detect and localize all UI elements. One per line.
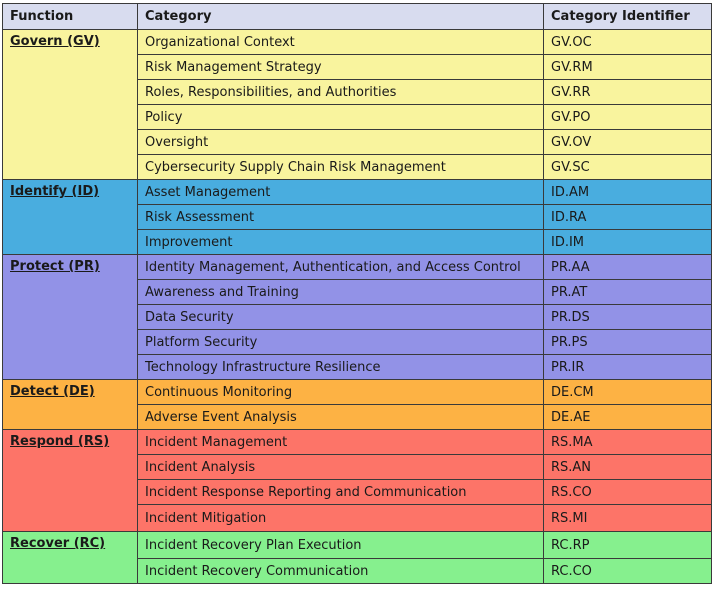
table-row: Incident Analysis RS.AN [3,454,712,480]
category-cell: Data Security [137,304,544,330]
table-row: Technology Infrastructure Resilience PR.… [3,354,712,380]
category-cell: Continuous Monitoring [137,379,544,405]
table-row: Incident Recovery Communication RC.CO [3,558,712,584]
identifier-cell: RS.AN [543,454,712,480]
table-row: Protect (PR) Identity Management, Authen… [2,254,712,380]
csf-functions-table: Function Category Category Identifier Go… [2,3,712,584]
identifier-cell: PR.IR [543,354,712,380]
identifier-cell: RC.CO [543,558,712,584]
table-row: Adverse Event Analysis DE.AE [3,404,712,430]
table-row: Oversight GV.OV [3,129,712,155]
identifier-cell: DE.CM [543,379,712,405]
identifier-cell: ID.RA [543,204,712,230]
category-cell: Incident Mitigation [137,504,544,532]
table-row: Awareness and Training PR.AT [3,279,712,305]
category-cell: Adverse Event Analysis [137,404,544,430]
category-cell: Identity Management, Authentication, and… [137,254,544,280]
identifier-cell: GV.RM [543,54,712,80]
table-row: Policy GV.PO [3,104,712,130]
table-row: Identify (ID) Asset Management ID.AM [2,179,712,255]
category-cell: Roles, Responsibilities, and Authorities [137,79,544,105]
category-cell: Awareness and Training [137,279,544,305]
table-row: Cybersecurity Supply Chain Risk Manageme… [3,154,712,180]
identifier-cell: DE.AE [543,404,712,430]
category-cell: Risk Management Strategy [137,54,544,80]
table-row: Detect (DE) Continuous Monitoring DE.CM [2,379,712,430]
category-column-header: Category [137,3,544,30]
function-detect: Detect (DE) [2,379,138,430]
identifier-cell: RS.MI [543,504,712,532]
function-respond: Respond (RS) [2,429,138,532]
identifier-cell: GV.PO [543,104,712,130]
table-row: Incident Response Reporting and Communic… [3,479,712,505]
identifier-cell: PR.DS [543,304,712,330]
table-row: Recover (RC) Incident Recovery Plan Exec… [2,531,712,584]
table-row: Incident Mitigation RS.MI [3,504,712,532]
function-protect: Protect (PR) [2,254,138,380]
category-cell: Incident Response Reporting and Communic… [137,479,544,505]
identifier-cell: GV.OC [543,29,712,55]
category-cell: Incident Recovery Plan Execution [137,531,544,559]
identifier-cell: GV.SC [543,154,712,180]
identifier-cell: PR.PS [543,329,712,355]
identifier-cell: RS.MA [543,429,712,455]
table-row: Govern (GV) Organizational Context GV.OC [2,29,712,180]
function-recover: Recover (RC) [2,531,138,584]
category-cell: Risk Assessment [137,204,544,230]
category-cell: Platform Security [137,329,544,355]
identifier-cell: ID.AM [543,179,712,205]
function-govern: Govern (GV) [2,29,138,180]
table-row: Risk Management Strategy GV.RM [3,54,712,80]
category-cell: Organizational Context [137,29,544,55]
category-cell: Oversight [137,129,544,155]
identifier-column-header: Category Identifier [543,3,712,30]
identifier-cell: ID.IM [543,229,712,255]
category-cell: Asset Management [137,179,544,205]
table-row: Platform Security PR.PS [3,329,712,355]
category-cell: Incident Management [137,429,544,455]
category-cell: Incident Analysis [137,454,544,480]
identifier-cell: PR.AT [543,279,712,305]
category-cell: Improvement [137,229,544,255]
function-column-header: Function [2,3,138,30]
table-row: Improvement ID.IM [3,229,712,255]
function-identify: Identify (ID) [2,179,138,255]
table-row: Risk Assessment ID.RA [3,204,712,230]
category-cell: Policy [137,104,544,130]
table-row: Respond (RS) Incident Management RS.MA [2,429,712,532]
identifier-cell: RC.RP [543,531,712,559]
category-cell: Incident Recovery Communication [137,558,544,584]
identifier-cell: GV.RR [543,79,712,105]
identifier-cell: RS.CO [543,479,712,505]
identifier-cell: GV.OV [543,129,712,155]
category-cell: Technology Infrastructure Resilience [137,354,544,380]
identifier-cell: PR.AA [543,254,712,280]
header-row: Function Category Category Identifier [2,3,712,30]
category-cell: Cybersecurity Supply Chain Risk Manageme… [137,154,544,180]
